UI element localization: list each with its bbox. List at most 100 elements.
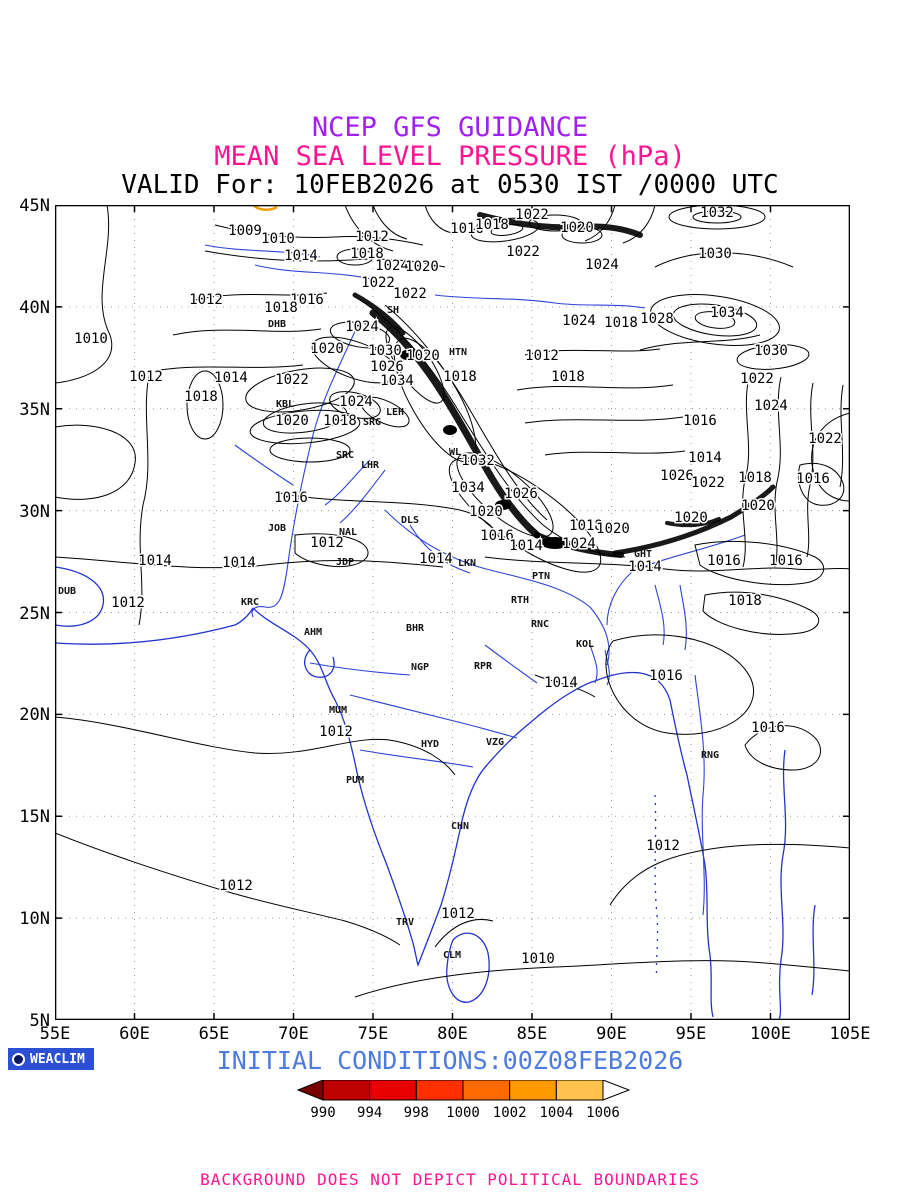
city-label: JOB [268, 523, 286, 534]
contour-label: 1026 [660, 468, 694, 484]
contour-label: 1022 [393, 286, 427, 302]
contour-label: 1030 [368, 343, 402, 359]
city-label: CHN [451, 821, 469, 832]
contour-label: 1010 [74, 331, 108, 347]
colorbar-tick-label: 990 [310, 1105, 335, 1121]
lon-tick-label: 75E [357, 1024, 389, 1044]
rivers [204, 244, 746, 916]
lon-tick-label: 90E [596, 1024, 627, 1044]
pressure-map: 1009 1010 1012 1016 1018 1022 1020 1032 1022 1024… [55, 205, 850, 1020]
lon-tick-label: 95E [675, 1024, 707, 1044]
contour-label: 1024 [345, 319, 379, 335]
page-subtitle: MEAN SEA LEVEL PRESSURE (hPa) [214, 141, 686, 172]
lat-tick-label: 15N [19, 807, 50, 828]
contour-label: 1012 [525, 348, 559, 364]
lon-tick-label: 65E [198, 1024, 230, 1044]
contour-label: 1014 [419, 551, 453, 567]
contour-label: 1014 [544, 675, 578, 691]
contour-label: 1016 [769, 553, 803, 569]
contour-label: 1016 [683, 413, 717, 429]
contour-label: 1020 [741, 498, 775, 514]
lat-tick-label: 5N [29, 1011, 50, 1031]
contour-label: 1010 [521, 951, 555, 967]
contour-label: 1016 [707, 553, 741, 569]
contour-label: 1012 [219, 878, 253, 894]
contour-label: 1018 [738, 470, 772, 486]
city-label: VZG [486, 737, 504, 748]
city-label: PUM [346, 775, 364, 786]
contour-label: 1016 [450, 221, 484, 237]
contour-label: 1030 [754, 343, 788, 359]
city-label: PTN [532, 571, 550, 582]
contour-label: 1028 [640, 311, 674, 327]
city-label: TRV [396, 917, 414, 928]
lat-tick-label: 35N [19, 399, 50, 420]
city-label: WL [449, 447, 461, 458]
city-label: BHR [406, 623, 425, 634]
city-label: RNC [531, 619, 549, 630]
contour-label: 1024 [375, 258, 409, 274]
contour-label: 1034 [451, 480, 485, 496]
contour-label: 1018 [264, 300, 298, 316]
lat-tick-label: 30N [19, 501, 50, 522]
contour-label: 1012 [319, 724, 353, 740]
city-label: LHR [361, 460, 380, 471]
contour-label: 1024 [754, 398, 788, 414]
contour-label: 1020 [469, 504, 503, 520]
contour-label: 1022 [515, 207, 549, 223]
contour-label: 1018 [569, 518, 603, 534]
lat-lon-grid [55, 205, 850, 1020]
city-label: KOL [576, 639, 594, 650]
contour-label: 1010 [261, 231, 295, 247]
contour-label: 1016 [796, 471, 830, 487]
contour-label: 1018 [350, 246, 384, 262]
contour-label: 1014 [222, 555, 256, 571]
city-label: SRG [363, 417, 381, 428]
contour-label: 1012 [646, 838, 680, 854]
contour-label: 1012 [355, 229, 389, 245]
contour-label: 1018 [728, 593, 762, 609]
contour-label: 1020 [674, 510, 708, 526]
contour-label: 1016 [649, 668, 683, 684]
city-label: SRC [336, 450, 354, 461]
pressure-colorbar: 990 994 998 1000 1002 1004 1006 [297, 1080, 631, 1121]
contour-label: 1012 [129, 369, 163, 385]
lat-tick-label: 10N [19, 909, 50, 930]
city-label: HYD [421, 739, 439, 750]
colorbar-tick-label: 1006 [586, 1105, 620, 1121]
contour-label: 1012 [189, 292, 223, 308]
contour-labels: 1009 1010 1012 1016101810221020103210221024… [73, 205, 844, 969]
contour-label: 1018 [323, 413, 357, 429]
city-label: SH [387, 305, 399, 316]
city-label: NGP [411, 662, 429, 673]
contour-label: 1016 [480, 528, 514, 544]
contour-label: 1014 [284, 248, 318, 264]
contour-label: 1012 [111, 595, 145, 611]
contour-label: 1020 [406, 348, 440, 364]
page-title: NCEP GFS GUIDANCE [311, 112, 589, 143]
contour-label: 1030 [698, 246, 732, 262]
dense-contour-bands [352, 212, 776, 558]
contour-label: 1012 [310, 535, 344, 551]
contour-label: 1026 [370, 359, 404, 375]
colorbar-tick-label: 1000 [446, 1105, 480, 1121]
city-label: MUM [329, 705, 347, 716]
map-frame [55, 205, 850, 1020]
weaclim-globe-icon [12, 1052, 25, 1066]
contour-label: 1020 [275, 413, 309, 429]
contour-label: 1014 [628, 559, 662, 575]
colorbar-tick-label: 1004 [539, 1105, 573, 1121]
contour-label: 1018 [604, 315, 638, 331]
lon-tick-label: 60E [119, 1024, 150, 1044]
city-label: JDP [336, 557, 354, 568]
contour-label: 1020 [405, 259, 439, 275]
city-label: GHT [634, 549, 652, 560]
city-label: AHM [304, 627, 322, 638]
background-disclaimer: BACKGROUND DOES NOT DEPICT POLITICAL BOU… [200, 1170, 700, 1189]
contour-label: 1018 [184, 389, 218, 405]
contour-label: 1024 [562, 536, 596, 552]
contour-label: 1014 [138, 553, 172, 569]
lon-tick-label: 80E [437, 1024, 468, 1044]
contour-label: 1034 [380, 373, 414, 389]
